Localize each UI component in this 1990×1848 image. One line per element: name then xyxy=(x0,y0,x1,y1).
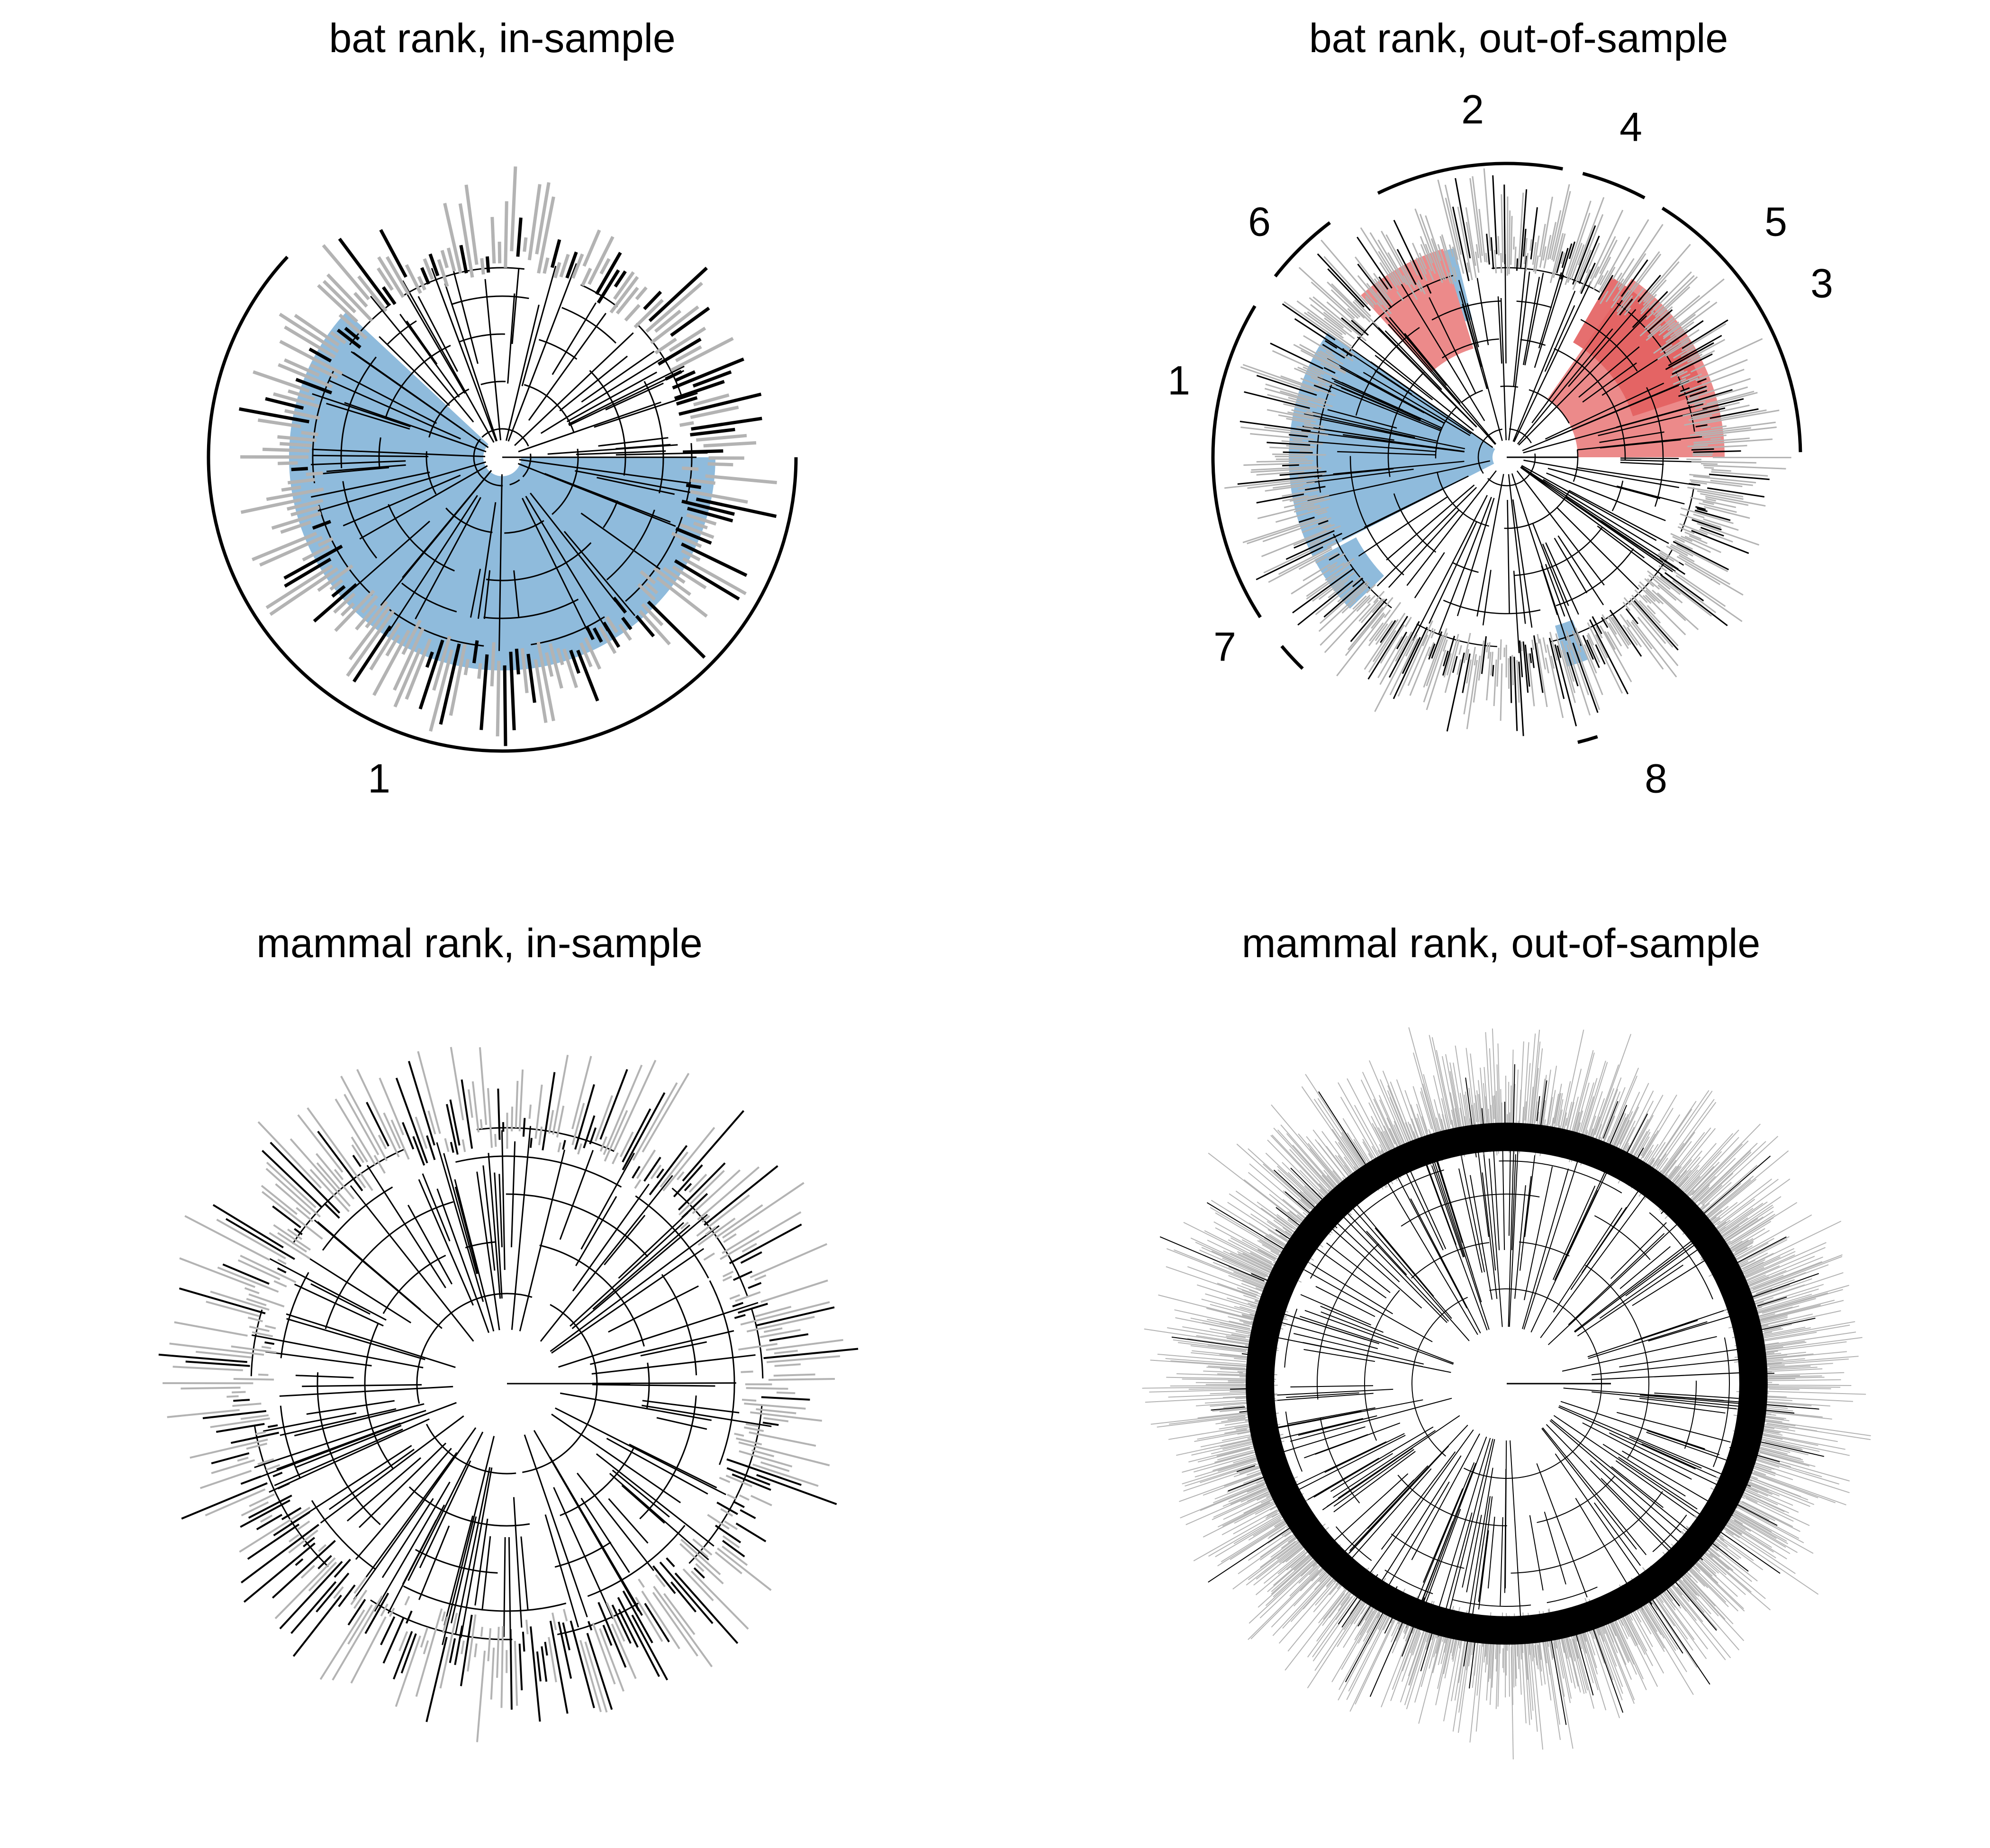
clade-bracket-2 xyxy=(1377,162,1563,195)
clade-bracket-6 xyxy=(1274,221,1331,278)
panel-mammal-in-sample: mammal rank, in-sample xyxy=(158,921,859,1742)
clade-label-6: 6 xyxy=(1248,199,1271,245)
panel-bat-in-sample: bat rank, in-sample 1 xyxy=(207,16,798,802)
clade-label-5: 5 xyxy=(1764,199,1787,245)
tip-branches-black xyxy=(158,1060,859,1722)
tip-branches-gray xyxy=(163,1047,843,1742)
clade-label-7: 7 xyxy=(1213,625,1236,670)
tip-branches-black xyxy=(239,217,777,746)
clade-bracket-1 xyxy=(1211,305,1262,618)
dense-tip-ring xyxy=(1246,1123,1768,1645)
radial-branches xyxy=(311,263,708,651)
clade-bracket-4 xyxy=(1582,172,1646,199)
clade-highlight xyxy=(1314,537,1384,609)
phylogenetic-tree xyxy=(1142,1027,1871,1760)
clade-brackets xyxy=(207,255,798,753)
panel-title: mammal rank, out-of-sample xyxy=(1242,921,1760,966)
clade-label-3: 3 xyxy=(1810,261,1833,307)
radial-branches xyxy=(1301,254,1708,653)
clade-bracket-3 xyxy=(1661,207,1802,453)
clade-label-8: 8 xyxy=(1645,756,1667,802)
phylogenetic-tree xyxy=(158,1047,859,1742)
panel-title: mammal rank, in-sample xyxy=(256,921,702,966)
radial-branches xyxy=(1250,1123,1770,1645)
clade-label-4: 4 xyxy=(1619,105,1642,150)
clade-bracket-7 xyxy=(1280,645,1304,670)
clade-highlight xyxy=(1288,332,1495,556)
clade-brackets xyxy=(1211,162,1802,744)
tip-branches-gray xyxy=(1224,168,1791,729)
clade-highlight xyxy=(1573,276,1705,417)
phylogenetic-tree xyxy=(239,166,777,746)
panel-title: bat rank, out-of-sample xyxy=(1309,16,1728,61)
radial-branches xyxy=(251,1126,772,1650)
clade-label-2: 2 xyxy=(1461,87,1484,133)
clade-bracket-1 xyxy=(207,255,798,753)
clade-label-1: 1 xyxy=(1167,358,1190,404)
tip-branches-black xyxy=(1237,175,1770,736)
panel-mammal-out-of-sample: mammal rank, out-of-sample xyxy=(1142,921,1871,1760)
phylogenetic-tree xyxy=(1224,168,1791,736)
clade-label-1: 1 xyxy=(368,756,390,802)
clade-bracket-8 xyxy=(1577,735,1598,744)
panel-bat-out-of-sample: bat rank, out-of-sample 1 2 3 4 5 6 7 8 xyxy=(1167,16,1833,802)
panel-title: bat rank, in-sample xyxy=(329,16,675,61)
tip-branches-gray xyxy=(240,166,777,737)
